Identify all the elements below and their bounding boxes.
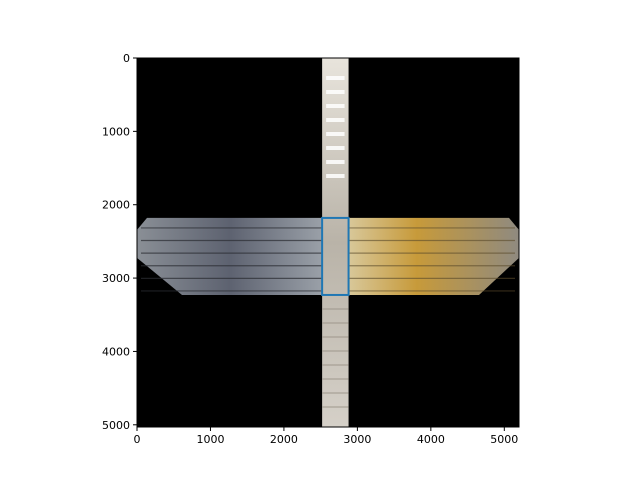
- x-axis-ticks: 0 1000 2000 3000 4000 5000: [134, 427, 518, 446]
- y-axis-ticks: 0 1000 2000 3000 4000 5000: [102, 52, 137, 432]
- plot-axes: 0 1000 2000 3000 4000 5000 0 1000 2000 3000 4000 5…: [102, 52, 520, 446]
- corridor-strip: [322, 58, 349, 427]
- x-tick-label: 5000: [490, 433, 518, 446]
- corridor-light: [326, 160, 345, 164]
- x-tick-label: 1000: [196, 433, 224, 446]
- bookshelf-strip-right: [348, 217, 519, 295]
- y-tick-label: 3000: [102, 272, 130, 285]
- corridor-light: [326, 104, 345, 108]
- corridor-light: [326, 174, 345, 178]
- y-tick-label: 2000: [102, 199, 130, 212]
- shelf-lines: [141, 227, 515, 292]
- corridor-light: [326, 90, 345, 94]
- corridor-lights: [322, 76, 349, 408]
- x-tick-label: 3000: [343, 433, 371, 446]
- corridor-light: [326, 76, 345, 80]
- bookshelf-strip-left: [137, 217, 323, 295]
- y-tick-label: 1000: [102, 125, 130, 138]
- x-tick-label: 4000: [417, 433, 445, 446]
- x-tick-label: 0: [134, 433, 141, 446]
- corridor-light: [326, 132, 345, 136]
- y-tick-label: 0: [123, 52, 130, 65]
- highlight-box: [321, 216, 350, 296]
- y-tick-label: 4000: [102, 345, 130, 358]
- corridor-light: [326, 146, 345, 150]
- x-tick-label: 2000: [270, 433, 298, 446]
- corridor-light: [326, 118, 345, 122]
- axes-frame: [136, 57, 520, 428]
- y-tick-label: 5000: [102, 419, 130, 432]
